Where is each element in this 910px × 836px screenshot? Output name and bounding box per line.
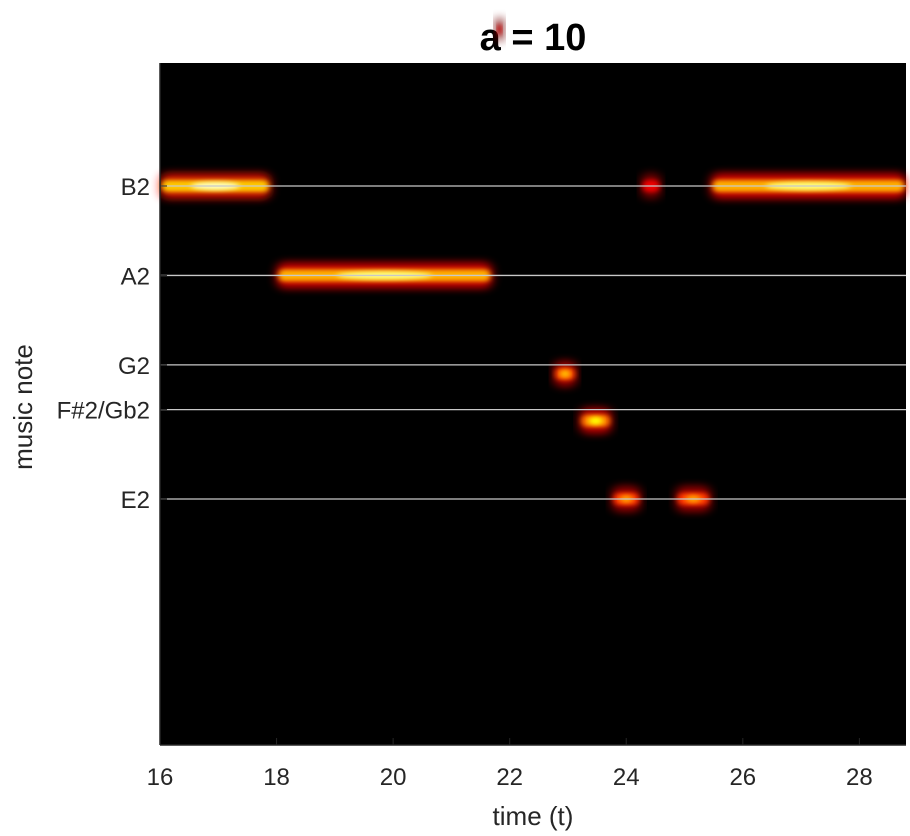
plot-area: [160, 63, 906, 745]
x-tick-label: 22: [496, 764, 523, 791]
heat-segment-body: [497, 23, 502, 36]
y-tick-label: A2: [121, 263, 150, 290]
y-axis-label: music note: [8, 344, 38, 470]
heat-segment-4: [579, 407, 612, 434]
x-tick-label: 26: [729, 764, 756, 791]
x-tick-label: 28: [846, 764, 873, 791]
x-tick-label: 24: [613, 764, 640, 791]
x-tick-label: 18: [263, 764, 290, 791]
heat-marks: [160, 16, 906, 513]
x-tick-label: 16: [147, 764, 174, 791]
y-tick-label: B2: [121, 174, 150, 201]
x-axis-label: time (t): [493, 801, 574, 831]
x-tick-label: 20: [380, 764, 407, 791]
heat-segment-core: [559, 369, 571, 378]
heat-segment-2: [495, 16, 504, 43]
heat-segment-3: [553, 360, 577, 387]
heat-segment-core: [588, 416, 603, 425]
y-tick-label: G2: [118, 353, 150, 380]
axes: B2 A2 G2 F#2/Gb2 E2 16 18 20 22 24 26 28: [57, 63, 906, 791]
y-tick-label: E2: [121, 487, 150, 514]
note-gridlines: [160, 185, 906, 500]
y-tick-label: F#2/Gb2: [57, 398, 150, 425]
